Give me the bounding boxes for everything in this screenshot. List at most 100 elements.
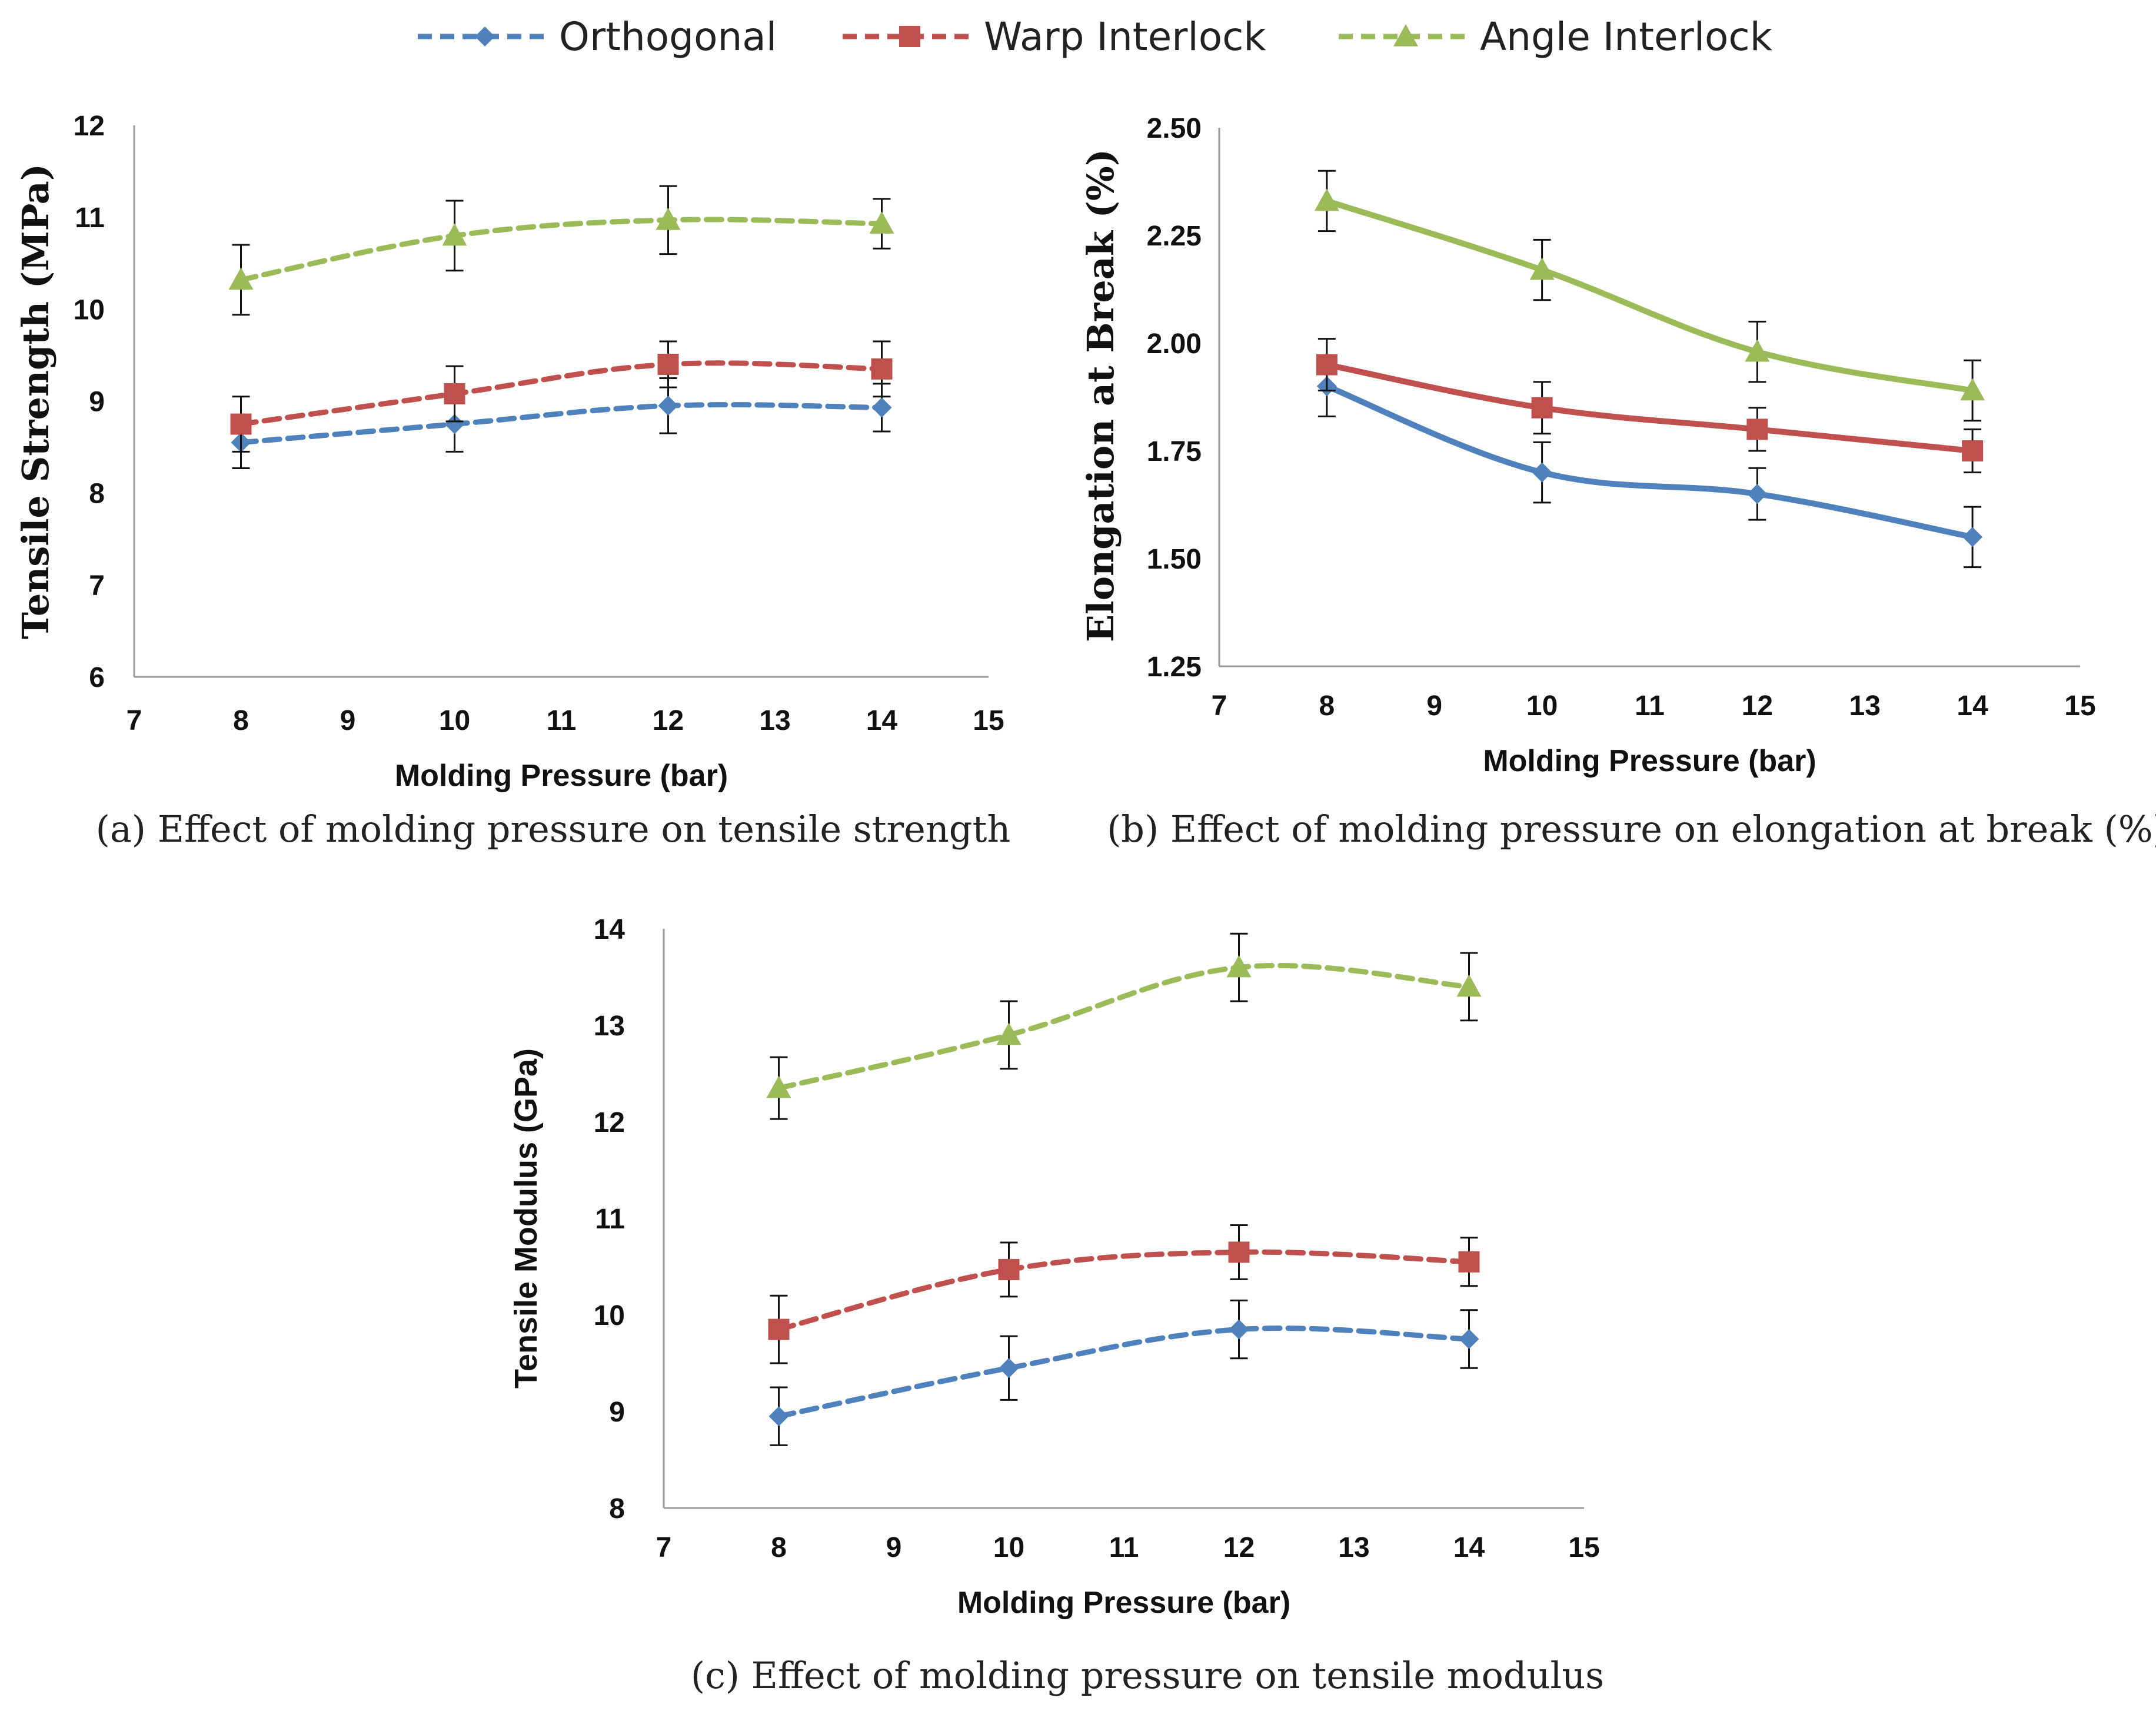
series-angle-interlock <box>1314 170 1985 422</box>
data-point <box>444 414 465 434</box>
data-point <box>1745 339 1770 362</box>
y-tick-label: 12 <box>74 111 105 142</box>
legend-item-orthogonal: Orthogonal <box>418 14 777 59</box>
y-tick-label: 11 <box>595 1204 625 1235</box>
x-tick-label: 14 <box>866 705 898 736</box>
legend: Orthogonal Warp Interlock Angle Interlock <box>418 14 1773 59</box>
series-line <box>1323 383 1976 540</box>
x-tick-label: 14 <box>1453 1532 1485 1563</box>
x-tick-label: 12 <box>653 705 684 736</box>
series-orthogonal <box>768 1299 1479 1446</box>
y-tick-label: 8 <box>89 479 105 510</box>
y-tick-label: 2.50 <box>1147 113 1202 144</box>
figure-caption: (c) Effect of molding pressure on tensil… <box>691 1654 1604 1697</box>
data-point <box>658 396 678 416</box>
figure-caption: (a) Effect of molding pressure on tensil… <box>96 808 1011 851</box>
data-point <box>230 413 252 435</box>
y-tick-label: 8 <box>609 1493 625 1524</box>
data-point <box>1960 378 1985 401</box>
x-tick-label: 13 <box>759 705 790 736</box>
data-point <box>1456 974 1482 997</box>
series-line <box>776 1249 1472 1333</box>
series-line <box>238 402 884 446</box>
x-axis-label: Molding Pressure (bar) <box>1483 744 1816 778</box>
figure-caption: (b) Effect of molding pressure on elonga… <box>1107 808 2156 851</box>
data-point <box>1229 1319 1249 1340</box>
data-point <box>1226 955 1252 978</box>
x-tick-label: 11 <box>1109 1532 1139 1563</box>
y-axis-label: Elongation at Break (%) <box>1079 149 1122 642</box>
data-point <box>1458 1251 1480 1273</box>
data-point <box>1532 462 1552 483</box>
data-point <box>442 223 467 246</box>
data-point <box>1314 188 1339 211</box>
data-point <box>768 1318 790 1340</box>
series-angle-interlock <box>228 185 894 316</box>
legend-marker-diamond-icon <box>475 26 495 46</box>
x-tick-label: 8 <box>771 1532 787 1563</box>
x-tick-label: 14 <box>1957 690 1988 722</box>
y-tick-label: 1.50 <box>1147 544 1202 575</box>
data-point <box>444 383 465 405</box>
y-tick-label: 6 <box>89 662 105 693</box>
y-tick-label: 2.25 <box>1147 221 1202 252</box>
x-tick-label: 15 <box>1568 1532 1599 1563</box>
x-tick-label: 10 <box>993 1532 1024 1563</box>
y-tick-label: 10 <box>594 1300 625 1331</box>
legend-label: Warp Interlock <box>984 14 1266 59</box>
data-point <box>1529 257 1555 280</box>
data-point <box>1746 418 1768 440</box>
y-tick-label: 10 <box>74 294 105 325</box>
data-point <box>998 1258 1020 1280</box>
data-point <box>1228 1241 1250 1263</box>
series-line <box>776 962 1472 1091</box>
x-tick-label: 12 <box>1742 690 1773 722</box>
y-tick-label: 7 <box>89 570 105 602</box>
y-tick-label: 14 <box>594 914 625 945</box>
data-point <box>871 397 892 418</box>
x-tick-label: 13 <box>1849 690 1881 722</box>
legend-item-angle-interlock: Angle Interlock <box>1339 14 1773 59</box>
x-tick-label: 12 <box>1223 1532 1255 1563</box>
x-axis-label: Molding Pressure (bar) <box>957 1586 1290 1620</box>
x-tick-label: 15 <box>2064 690 2095 722</box>
x-tick-label: 11 <box>547 705 577 736</box>
data-point <box>996 1022 1022 1045</box>
data-point <box>999 1358 1019 1378</box>
series-line <box>1323 361 1976 454</box>
y-tick-label: 12 <box>594 1107 625 1138</box>
series-orthogonal <box>1316 355 1983 569</box>
y-axis-label: Tensile Modulus (GPa) <box>508 1048 544 1389</box>
x-tick-label: 9 <box>340 705 356 736</box>
series-line <box>1323 198 1976 394</box>
data-point <box>1962 527 1983 547</box>
series-warp-interlock <box>230 340 893 453</box>
legend-item-warp-interlock: Warp Interlock <box>843 14 1266 59</box>
data-point <box>1531 397 1553 418</box>
legend-marker-triangle-icon <box>1393 24 1418 46</box>
legend-label: Angle Interlock <box>1480 14 1773 59</box>
y-tick-label: 9 <box>609 1397 625 1428</box>
series-warp-interlock <box>768 1224 1480 1364</box>
y-tick-label: 11 <box>75 202 105 234</box>
data-point <box>869 211 894 234</box>
x-tick-label: 7 <box>127 705 142 736</box>
chart-elongation-at-break: 1.25 1.50 1.75 2.00 2.25 2.50 7 8 9 10 11 12 13 14 15 M… <box>1079 113 2156 851</box>
x-axis-label: Molding Pressure (bar) <box>395 759 728 793</box>
data-point <box>768 1406 789 1427</box>
data-point <box>228 267 254 290</box>
x-tick-label: 8 <box>233 705 249 736</box>
data-point <box>1316 354 1337 376</box>
x-tick-label: 8 <box>1319 690 1335 722</box>
data-point <box>871 358 893 380</box>
y-tick-label: 1.75 <box>1147 436 1202 467</box>
data-point <box>1459 1329 1479 1349</box>
data-point <box>657 354 679 376</box>
y-tick-label: 9 <box>89 387 105 418</box>
x-tick-label: 7 <box>656 1532 672 1563</box>
x-tick-label: 10 <box>439 705 470 736</box>
x-tick-label: 9 <box>1426 690 1442 722</box>
